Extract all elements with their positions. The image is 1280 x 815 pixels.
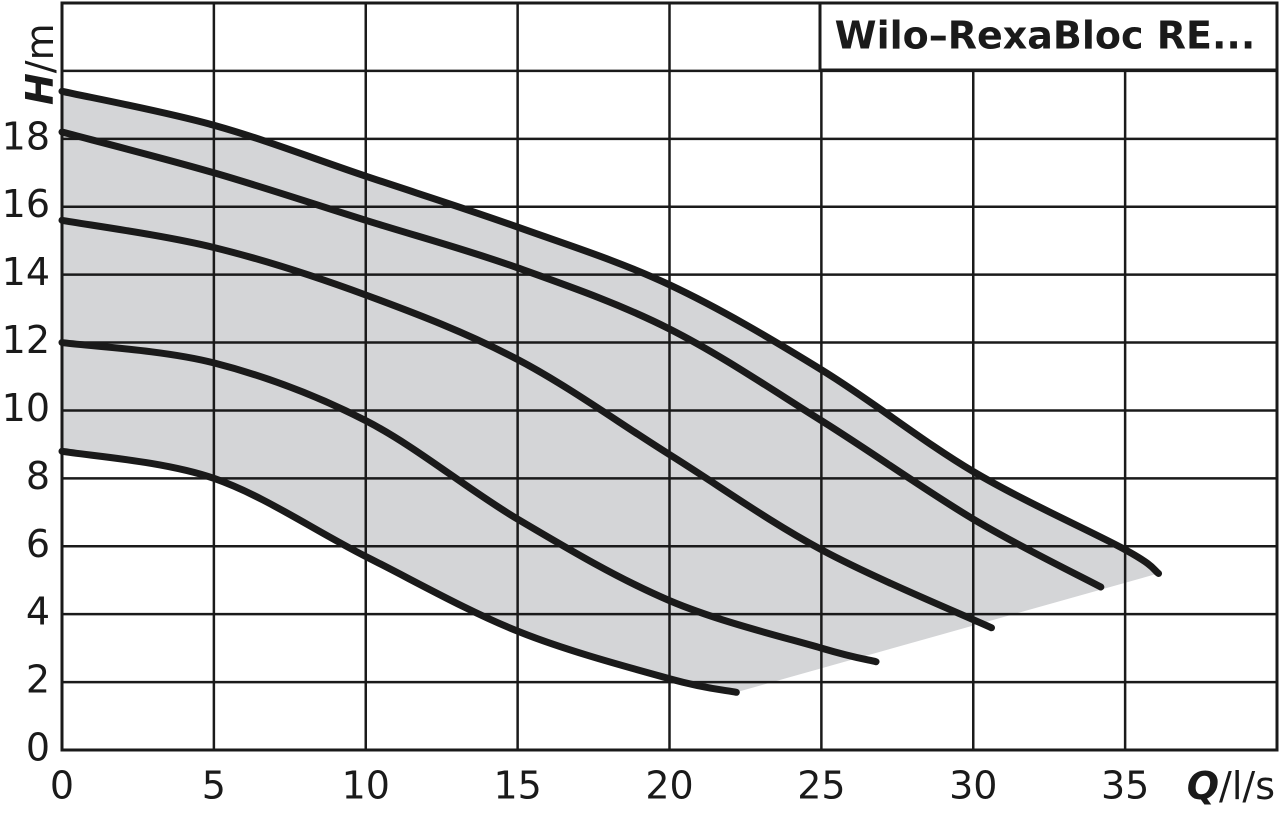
y-axis-label: H/m xyxy=(18,23,62,105)
y-tick-label: 12 xyxy=(2,318,50,362)
plot-frame xyxy=(60,1,1279,752)
y-tick-label: 16 xyxy=(2,182,50,226)
title-box xyxy=(818,1,1279,72)
pump-curve xyxy=(58,339,880,666)
x-tick-label: 20 xyxy=(645,764,693,808)
pump-curve xyxy=(58,216,995,632)
x-tick-label: 0 xyxy=(50,764,74,808)
y-tick-label: 14 xyxy=(2,250,50,294)
pump-curve xyxy=(58,128,1105,591)
y-tick-label: 10 xyxy=(2,386,50,430)
y-axis-unit: /m xyxy=(18,23,62,73)
area-layer xyxy=(62,91,1159,693)
x-tick-label: 10 xyxy=(342,764,390,808)
x-tick-label: 30 xyxy=(949,764,997,808)
x-axis-symbol: Q xyxy=(1187,764,1219,808)
y-axis-symbol: H xyxy=(18,73,62,105)
pump-curve xyxy=(58,87,1163,577)
y-tick-label: 2 xyxy=(26,658,50,702)
pump-curve xyxy=(58,447,740,696)
grid-layer xyxy=(60,1,1279,752)
x-tick-label: 5 xyxy=(202,764,226,808)
x-axis-unit: /l/s xyxy=(1219,764,1275,808)
y-tick-label: 4 xyxy=(26,590,50,634)
y-tick-label: 18 xyxy=(2,114,50,158)
operating-range xyxy=(62,91,1159,693)
line-layer xyxy=(58,87,1163,696)
x-tick-label: 15 xyxy=(493,764,541,808)
y-tick-label: 6 xyxy=(26,522,50,566)
x-tick-label: 35 xyxy=(1101,764,1149,808)
x-tick-label: 25 xyxy=(797,764,845,808)
y-tick-label: 0 xyxy=(26,726,50,770)
y-tick-label: 8 xyxy=(26,454,50,498)
chart-title: Wilo–RexaBloc RE... xyxy=(835,14,1256,58)
x-axis-label: Q/l/s xyxy=(1187,764,1275,808)
